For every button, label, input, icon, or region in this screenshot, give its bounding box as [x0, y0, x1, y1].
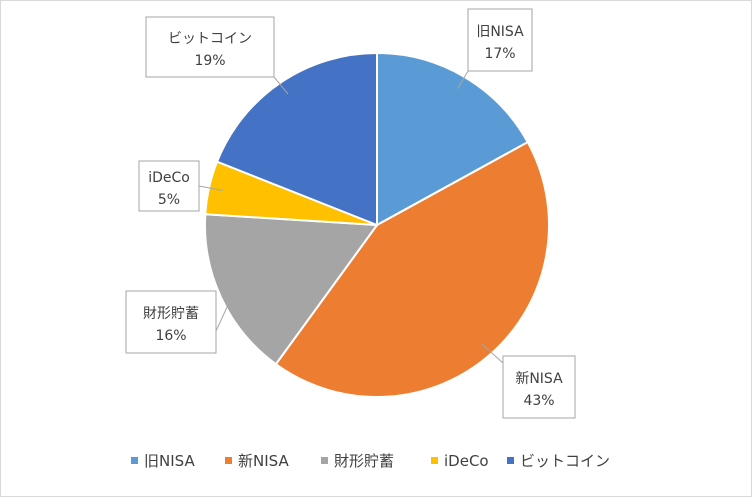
data-label-box-5: [145, 16, 275, 78]
data-label-category-2: 新NISA: [515, 371, 563, 387]
data-label-box-2: [502, 355, 576, 419]
slice-3: [204, 213, 379, 366]
data-label-category-3: 財形貯蓄: [143, 306, 199, 322]
data-label-value-4: 5%: [158, 192, 180, 208]
legend-swatch-5: [507, 457, 514, 464]
leader-line-2: [481, 343, 504, 364]
data-label-value-5: 19%: [194, 53, 225, 69]
data-label-category-1: 旧NISA: [476, 24, 524, 40]
pie-slices: [204, 51, 550, 398]
slice-2: [274, 140, 550, 398]
data-label-category-5: ビットコイン: [168, 31, 252, 47]
leader-line-5: [273, 76, 289, 95]
data-label-value-2: 43%: [523, 393, 554, 409]
data-label-box-3: [125, 290, 217, 354]
data-label-box-1: [467, 8, 533, 72]
legend-label-4: iDeCo: [444, 452, 489, 470]
legend-label-2: 新NISA: [238, 452, 289, 470]
legend-label-1: 旧NISA: [144, 452, 195, 470]
data-label-value-1: 17%: [484, 46, 515, 62]
data-label-value-3: 16%: [155, 328, 186, 344]
legend-swatch-2: [225, 457, 232, 464]
legend-swatch-4: [431, 457, 438, 464]
legend: 旧NISA 新NISA 財形貯蓄 iDeCo ビットコイン: [131, 452, 610, 470]
data-label-category-4: iDeCo: [148, 170, 190, 186]
data-labels: 旧NISA 17% 新NISA 43% 財形貯蓄 16% iDeCo 5% ビットコイン 19%: [125, 8, 576, 419]
leader-line-1: [457, 70, 469, 90]
legend-label-3: 財形貯蓄: [334, 452, 394, 470]
slice-5: [215, 51, 378, 227]
legend-swatch-1: [131, 457, 138, 464]
leader-lines: [198, 70, 504, 364]
leader-line-4: [198, 185, 223, 191]
data-label-box-4: [138, 160, 200, 212]
leader-line-3: [215, 292, 235, 332]
legend-label-5: ビットコイン: [520, 452, 610, 470]
legend-swatch-3: [321, 457, 328, 464]
